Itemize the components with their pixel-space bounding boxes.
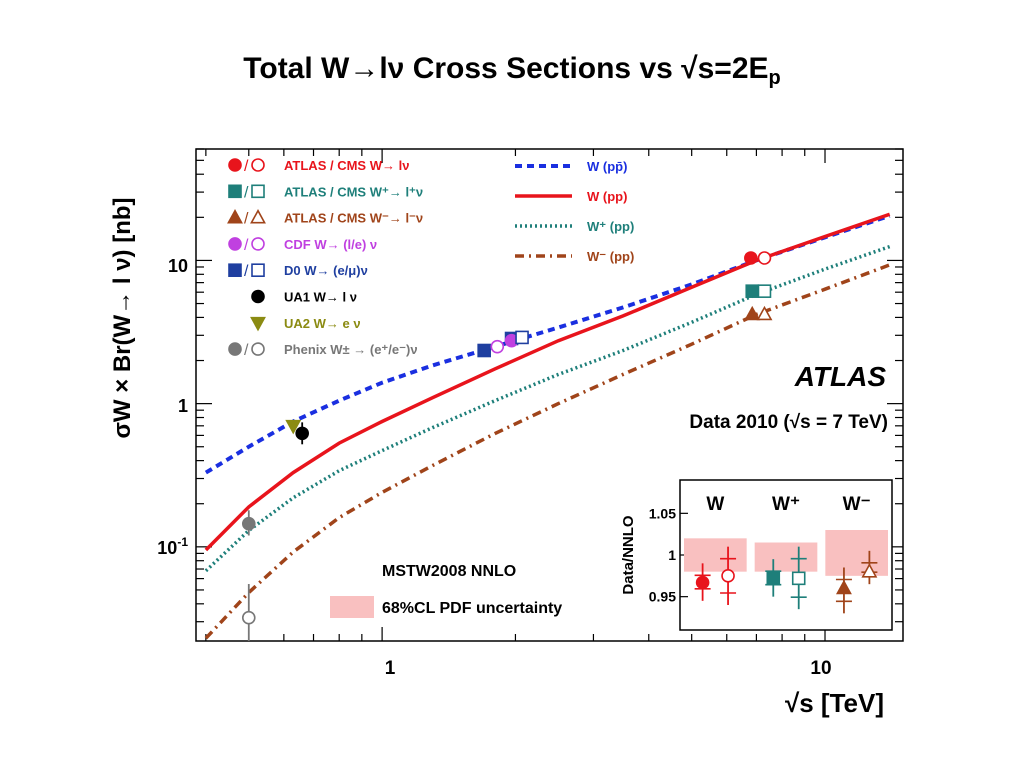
pdf-band-swatch xyxy=(330,596,374,618)
inset-point xyxy=(861,563,878,578)
inset-point xyxy=(791,571,806,586)
atlas-label: ATLAS xyxy=(794,361,887,392)
x-axis-label: √s [TeV] xyxy=(785,688,884,718)
legend-marker xyxy=(251,289,265,304)
x-tick-label: 1 xyxy=(385,658,396,679)
data-point xyxy=(744,251,758,265)
legend-slash: / xyxy=(244,211,249,228)
legend-marker xyxy=(250,316,266,332)
data-point xyxy=(757,284,772,298)
legend-marker xyxy=(251,237,265,251)
legend-marker xyxy=(228,342,242,356)
inset-y-label: Data/NNLO xyxy=(620,515,637,595)
y-tick-label: 10-1 xyxy=(157,535,188,558)
legend-marker xyxy=(228,263,242,278)
legend-label: CDF W→ (l/e) ν xyxy=(284,237,377,252)
legend-marker xyxy=(228,158,242,172)
legend-curve-label: W⁺ (pp) xyxy=(587,219,634,234)
legend-marker xyxy=(251,342,265,356)
legend-slash: / xyxy=(244,158,249,175)
data-point xyxy=(756,305,773,321)
legend-slash: / xyxy=(244,342,249,359)
legend-marker xyxy=(228,237,242,251)
legend: / ATLAS / CMS W→ lν / ATLAS / CMS W⁺→ l⁺ν / A… xyxy=(227,158,634,359)
y-tick-label: 1 xyxy=(178,396,188,416)
slide-title-subscript: p xyxy=(768,67,781,89)
legend-label: ATLAS / CMS W→ lν xyxy=(284,158,409,173)
legend-label: Phenix W± → (e⁺/e⁻)ν xyxy=(284,342,418,357)
data-point xyxy=(241,610,256,625)
legend-slash: / xyxy=(244,263,249,280)
inset-point xyxy=(835,579,852,595)
legend-slash: / xyxy=(244,237,249,254)
inset-y-tick-label: 0.95 xyxy=(649,589,676,605)
inset-group-label: W⁺ xyxy=(772,494,800,515)
inset-group-label: W⁻ xyxy=(843,494,871,515)
inset-pdf-band xyxy=(825,530,888,576)
ratio-inset: 0.95 1 1.05 Data/NNLO W W⁺ W⁻ xyxy=(620,479,893,631)
inset-pdf-band xyxy=(754,542,818,572)
legend-marker xyxy=(228,184,242,199)
inset-y-tick-label: 1 xyxy=(668,547,676,563)
legend-marker xyxy=(227,209,243,224)
data-point xyxy=(490,339,505,354)
pdf-band-label: 68%CL PDF uncertainty xyxy=(382,600,562,617)
mstw-label: MSTW2008 NNLO xyxy=(382,563,516,580)
data-point xyxy=(295,426,309,441)
legend-label: ATLAS / CMS W⁺→ l⁺ν xyxy=(284,184,423,199)
inset-point xyxy=(766,571,781,586)
data-point xyxy=(515,330,529,345)
slide-title-main: Total W→lν Cross Sections vs √s=2E xyxy=(243,52,769,85)
inset-point xyxy=(721,569,735,583)
legend-curve-label: W (pp) xyxy=(587,189,627,204)
legend-label: D0 W→ (e/μ)ν xyxy=(284,263,368,278)
legend-marker xyxy=(250,209,266,224)
inset-point xyxy=(695,575,710,590)
y-axis-label: σW × Br(W→ l ν) [nb] xyxy=(109,197,136,438)
slide-title: Total W→lν Cross Sections vs √s=2Ep xyxy=(0,52,1024,90)
legend-marker xyxy=(251,158,265,172)
axis-ticks xyxy=(196,148,903,641)
data-point xyxy=(285,419,302,435)
data-point xyxy=(241,516,256,531)
legend-curve-label: W⁻ (pp) xyxy=(587,249,634,264)
y-tick-label: 10 xyxy=(168,256,188,276)
data-point xyxy=(477,343,491,358)
inset-group-label: W xyxy=(706,494,724,515)
inset-pdf-band xyxy=(684,538,747,572)
data-2010-label: Data 2010 (√s = 7 TeV) xyxy=(689,412,888,433)
x-tick-label: 10 xyxy=(810,658,831,679)
data-point xyxy=(745,284,760,298)
data-point xyxy=(757,251,772,265)
legend-marker xyxy=(251,263,265,278)
legend-label: UA2 W→ e ν xyxy=(284,316,361,331)
legend-curve-label: W (pp̄) xyxy=(587,159,627,174)
data-point xyxy=(744,305,761,321)
data-points xyxy=(241,251,773,641)
legend-label: UA1 W→ l ν xyxy=(284,290,357,305)
legend-label: ATLAS / CMS W⁻→ l⁻ν xyxy=(284,211,423,226)
legend-slash: / xyxy=(244,184,249,201)
legend-marker xyxy=(251,184,265,199)
plot-frame xyxy=(195,148,904,642)
inset-y-tick-label: 1.05 xyxy=(649,505,676,521)
